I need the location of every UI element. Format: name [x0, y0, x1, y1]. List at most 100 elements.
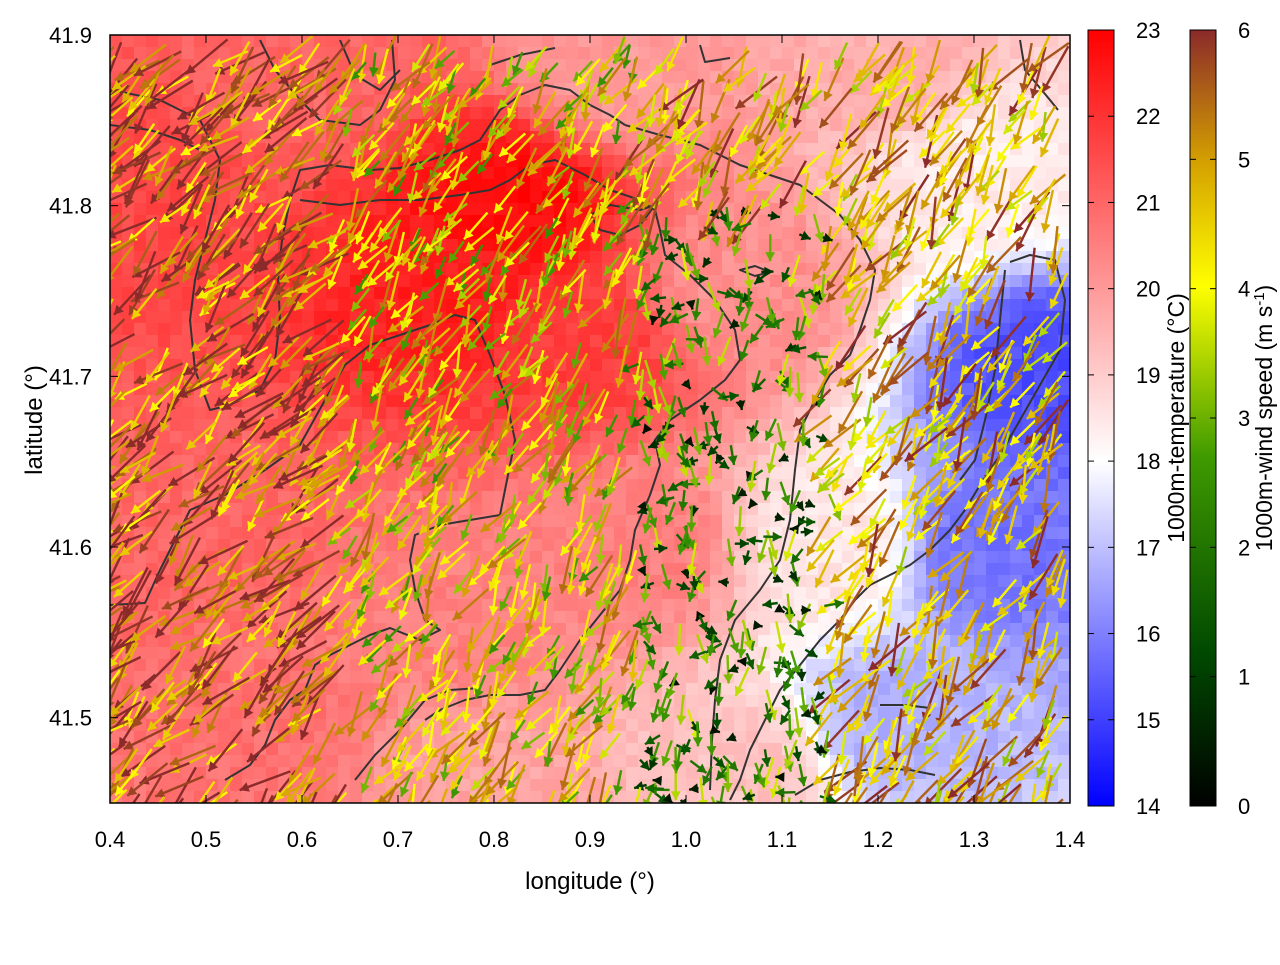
heatmap-cell	[758, 35, 771, 48]
heatmap-cell	[698, 83, 711, 96]
heatmap-cell	[818, 71, 831, 84]
heatmap-cell	[746, 35, 759, 48]
heatmap-cell	[530, 107, 543, 120]
heatmap-cell	[386, 563, 399, 576]
heatmap-cell	[134, 47, 147, 60]
heatmap-cell	[122, 59, 135, 72]
heatmap-cell	[170, 323, 183, 336]
heatmap-cell	[914, 47, 927, 60]
heatmap-cell	[674, 227, 687, 240]
heatmap-cell	[602, 155, 615, 168]
heatmap-cell	[542, 35, 555, 48]
heatmap-cell	[146, 335, 159, 348]
heatmap-cell	[530, 191, 543, 204]
heatmap-cell	[386, 707, 399, 720]
heatmap-cell	[590, 119, 603, 132]
heatmap-cell	[1058, 59, 1070, 72]
heatmap-cell	[650, 47, 663, 60]
heatmap-cell	[554, 683, 567, 696]
heatmap-cell	[782, 299, 795, 312]
heatmap-cell	[638, 707, 651, 720]
heatmap-cell	[962, 47, 975, 60]
heatmap-cell	[134, 35, 147, 48]
heatmap-cell	[662, 767, 675, 780]
heatmap-cell	[650, 575, 663, 588]
heatmap-cell	[326, 767, 339, 780]
heatmap-cell	[374, 611, 387, 624]
heatmap-cell	[950, 71, 963, 84]
heatmap-cell	[530, 263, 543, 276]
heatmap-cell	[434, 611, 447, 624]
heatmap-cell	[1010, 35, 1023, 48]
heatmap-cell	[1046, 599, 1059, 612]
heatmap-cell	[626, 443, 639, 456]
heatmap-cell	[986, 419, 999, 432]
heatmap-cell	[662, 383, 675, 396]
heatmap-cell	[806, 587, 819, 600]
heatmap-cell	[242, 71, 255, 84]
heatmap-cell	[638, 35, 651, 48]
heatmap-cell	[698, 35, 711, 48]
heatmap-cell	[242, 155, 255, 168]
heatmap-cell	[854, 35, 867, 48]
heatmap-cell	[626, 431, 639, 444]
heatmap-cell	[266, 491, 279, 504]
heatmap-cell	[962, 119, 975, 132]
heatmap-cell	[290, 527, 303, 540]
heatmap-cell	[602, 143, 615, 156]
heatmap-cell	[1034, 155, 1047, 168]
heatmap-cell	[1034, 287, 1047, 300]
heatmap-cell	[770, 743, 783, 756]
heatmap-cell	[998, 95, 1011, 108]
heatmap-cell	[950, 623, 963, 636]
heatmap-cell	[530, 515, 543, 528]
heatmap-cell	[158, 587, 171, 600]
heatmap-cell	[422, 659, 435, 672]
heatmap-cell	[1010, 47, 1023, 60]
heatmap-cell	[758, 179, 771, 192]
heatmap-cell	[998, 659, 1011, 672]
heatmap-cell	[722, 35, 735, 48]
heatmap-cell	[914, 575, 927, 588]
heatmap-cell	[134, 359, 147, 372]
heatmap-cell	[458, 719, 471, 732]
heatmap-cell	[758, 479, 771, 492]
heatmap-cell	[458, 47, 471, 60]
heatmap-cell	[758, 359, 771, 372]
heatmap-cell	[602, 539, 615, 552]
heatmap-cell	[494, 743, 507, 756]
heatmap-cell	[962, 203, 975, 216]
heatmap-cell	[674, 731, 687, 744]
heatmap-cell	[926, 95, 939, 108]
heatmap-cell	[230, 755, 243, 768]
heatmap-cell	[194, 59, 207, 72]
heatmap-cell	[1058, 683, 1070, 696]
heatmap-cell	[758, 743, 771, 756]
heatmap-cell	[686, 107, 699, 120]
heatmap-cell	[746, 107, 759, 120]
heatmap-cell	[998, 551, 1011, 564]
heatmap-cell	[326, 695, 339, 708]
heatmap-cell	[386, 59, 399, 72]
heatmap-cell	[854, 599, 867, 612]
heatmap-cell	[614, 755, 627, 768]
heatmap-cell	[362, 407, 375, 420]
heatmap-cell	[590, 347, 603, 360]
heatmap-cell	[1034, 179, 1047, 192]
heatmap-cell	[914, 587, 927, 600]
heatmap-cell	[782, 155, 795, 168]
heatmap-cell	[830, 407, 843, 420]
heatmap-cell	[590, 251, 603, 264]
heatmap-cell	[710, 503, 723, 516]
heatmap-cell	[254, 767, 267, 780]
heatmap-cell	[1010, 167, 1023, 180]
heatmap-cell	[818, 311, 831, 324]
heatmap-cell	[1058, 539, 1070, 552]
heatmap-cell	[734, 431, 747, 444]
heatmap-cell	[686, 599, 699, 612]
heatmap-cell	[170, 191, 183, 204]
heatmap-cell	[170, 347, 183, 360]
heatmap-cell	[578, 371, 591, 384]
heatmap-cell	[158, 35, 171, 48]
heatmap-cell	[722, 695, 735, 708]
